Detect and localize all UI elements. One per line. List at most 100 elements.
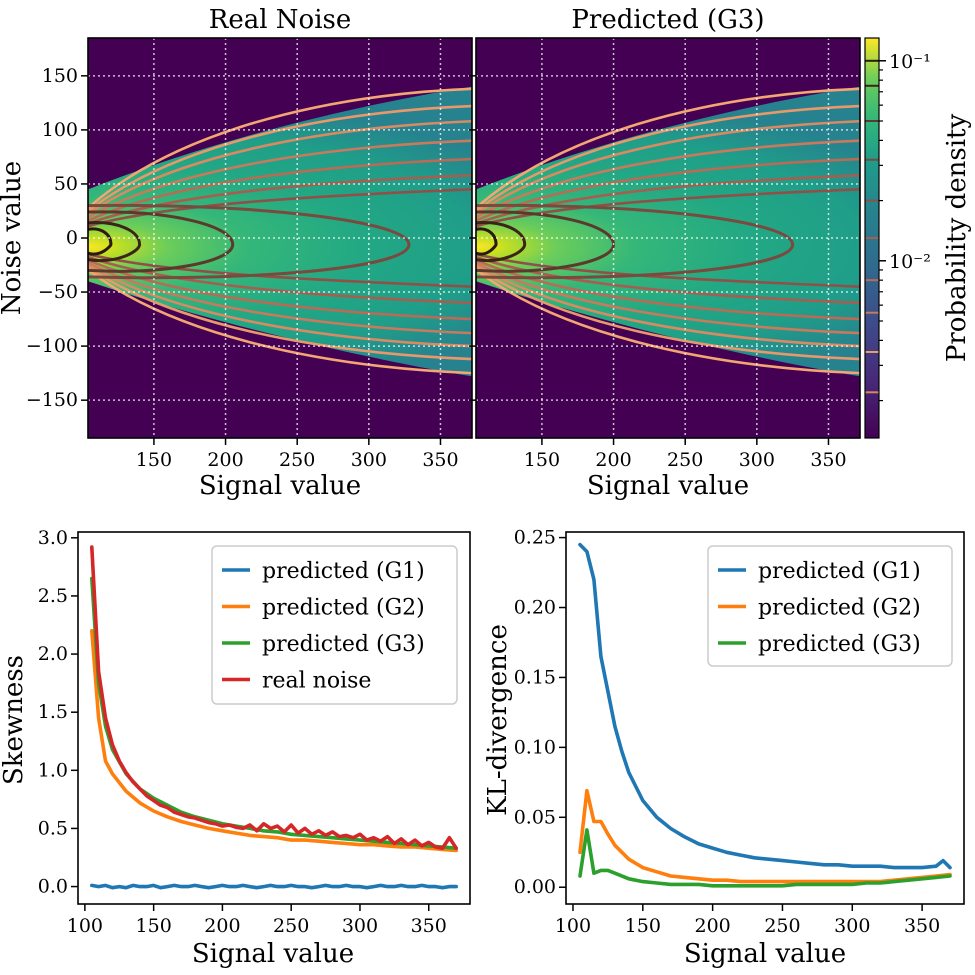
y-tick-label: 0.5: [38, 817, 68, 839]
colorbar: 10⁻¹ 10⁻² Probability density: [864, 37, 972, 439]
colorbar-ticks: 10⁻¹ 10⁻²: [879, 51, 931, 402]
kl-divergence-line-chart: 100 150 200 250 300 350 0.00 0.05 0.10 0.15 0.20 0.…: [483, 527, 965, 969]
y-tick-label: 0.05: [514, 806, 556, 828]
y-tick-label: 0.25: [514, 527, 556, 549]
x-tick-label: 200: [694, 915, 730, 937]
x-axis-label: Signal value: [192, 939, 354, 969]
contour-ellipse: [88, 227, 113, 256]
y-tick-label: 3.0: [38, 527, 68, 549]
contour-ellipse: [476, 227, 498, 256]
contour-line-lower: [88, 268, 472, 375]
y-tick-label: 1.5: [38, 701, 68, 723]
legend-label: predicted (G2): [758, 596, 921, 621]
contour-line-upper: [476, 119, 860, 216]
contour-lines: [88, 87, 472, 375]
contour-line-lower: [476, 268, 860, 375]
legend-label: real noise: [262, 669, 371, 694]
y-tick-label: 0.20: [514, 597, 556, 619]
x-tick-label: 300: [739, 449, 775, 471]
contour-ellipse: [88, 210, 235, 273]
y-tick-label: 100: [42, 119, 78, 141]
contour-line-lower: [476, 263, 860, 348]
y-tick-label: 0.0: [38, 876, 68, 898]
x-tick-label: 200: [204, 915, 240, 937]
legend-label: predicted (G3): [262, 632, 425, 657]
contour-line-lower: [476, 255, 860, 305]
contour-line-upper: [476, 188, 860, 228]
contour-line-lower: [88, 255, 472, 305]
x-tick-label: 350: [411, 915, 447, 937]
contour-ellipse: [476, 221, 527, 263]
x-tick-label: 200: [595, 449, 631, 471]
x-axis-label: Signal value: [684, 939, 846, 969]
x-tick-label: 100: [555, 915, 591, 937]
tick-marks: 100 150 200 250 300 350 0.0 0.5 1.0 1.5 2.0 2.5 3.0: [38, 527, 447, 937]
legend-label: predicted (G3): [758, 632, 921, 657]
colorbar-tick-label: 10⁻²: [889, 251, 931, 273]
contour-lines: [476, 87, 860, 375]
y-tick-label: 0.15: [514, 666, 556, 688]
contour-line-lower: [476, 266, 860, 361]
x-axis-label: Signal value: [587, 471, 749, 501]
y-axis-label: Noise value: [0, 161, 27, 315]
contour-line-upper: [476, 87, 860, 210]
x-tick-label: 250: [667, 449, 703, 471]
y-tick-label: 0.00: [514, 876, 556, 898]
axes-frame: [565, 531, 965, 905]
contour-line-lower: [88, 266, 472, 361]
series-line: [578, 542, 952, 870]
x-tick-label: 300: [834, 915, 870, 937]
legend-frame: [211, 545, 458, 705]
colorbar-frame: [864, 37, 880, 439]
legend: predicted (G1) predicted (G2) predicted (G…: [211, 545, 458, 705]
colorbar-tick-label: 10⁻¹: [889, 51, 931, 73]
x-tick-label: 150: [136, 449, 172, 471]
y-tick-label: 0.10: [514, 736, 556, 758]
contour-line-upper: [476, 104, 860, 213]
x-tick-label: 250: [279, 449, 315, 471]
y-tick-label: 2.5: [38, 585, 68, 607]
series-line: [578, 828, 952, 888]
tick-marks: 150 200 250 300 350: [469, 75, 847, 471]
y-tick-label: 150: [42, 65, 78, 87]
contour-ellipse: [476, 203, 795, 280]
x-tick-label: 300: [351, 449, 387, 471]
axes-frame: [77, 531, 471, 905]
y-tick-label: 50: [54, 173, 78, 195]
x-tick-label: 150: [524, 449, 560, 471]
x-tick-label: 250: [764, 915, 800, 937]
contour-line-upper: [88, 104, 472, 213]
contour-line-lower: [476, 258, 860, 321]
y-tick-label: 2.0: [38, 643, 68, 665]
skewness-line-chart: 100 150 200 250 300 3500.00.51.01.52.02.53.0 …: [0, 527, 471, 969]
series-line: [90, 629, 458, 853]
contour-line-lower: [88, 258, 472, 321]
legend: predicted (G1) predicted (G2) predicted (G…: [707, 545, 953, 667]
series-lines: [578, 542, 952, 888]
colorbar-contour-levels: [865, 59, 879, 394]
contour-line-upper: [476, 157, 860, 222]
x-tick-label: 250: [273, 915, 309, 937]
y-tick-label: −50: [38, 281, 78, 303]
x-tick-label: 350: [904, 915, 940, 937]
contour-line-upper: [88, 188, 472, 228]
grid-lines: [476, 38, 860, 438]
x-tick-label: 150: [136, 915, 172, 937]
legend-label: predicted (G1): [262, 559, 425, 584]
x-tick-label: 300: [342, 915, 378, 937]
y-axis-label: KL-divergence: [483, 624, 513, 816]
tick-marks: 100 150 200 250 300 350 0.00 0.05 0.10 0.15 0.20 0.…: [514, 527, 941, 937]
heatmap-predicted-g3: Predicted (G3) 150 200 250 300 350 Signal va…: [469, 5, 861, 501]
x-tick-label: 350: [810, 449, 846, 471]
legend-label: predicted (G1): [758, 559, 921, 584]
series-line: [90, 883, 458, 890]
colorbar-label: Probability density: [942, 114, 972, 363]
panel-title: Real Noise: [209, 5, 352, 35]
contour-line-lower: [88, 263, 472, 348]
contour-ellipse: [88, 203, 411, 280]
tick-marks: 150 200 250 300 350 150 100 50 0 −50 −100 −150: [26, 65, 459, 471]
x-tick-label: 200: [207, 449, 243, 471]
contour-line-upper: [88, 87, 472, 210]
y-tick-label: −150: [26, 389, 78, 411]
heatmap-real-noise: Real Noise 150 200 250 300 350 150 100 50 0 −50 −1…: [0, 5, 473, 501]
